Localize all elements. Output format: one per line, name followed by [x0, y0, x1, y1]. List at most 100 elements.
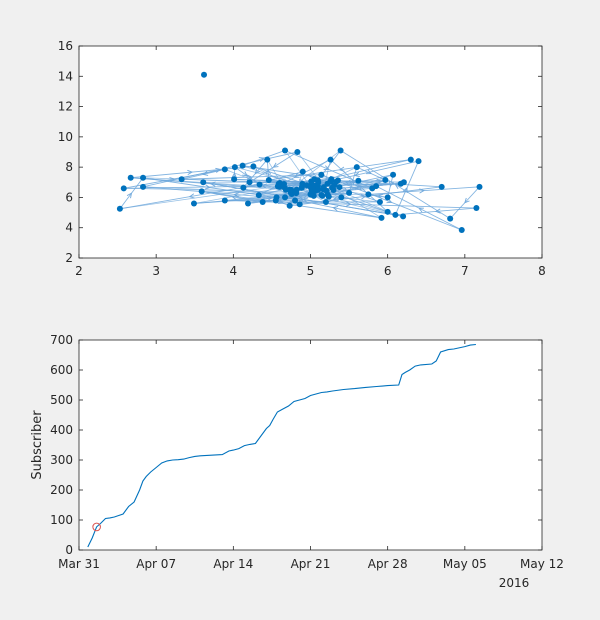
y-tick-label: 100 — [50, 513, 73, 527]
arrow-segment — [268, 179, 303, 183]
scatter-point — [299, 168, 306, 175]
x-tick-label: 6 — [384, 264, 392, 278]
scatter-point — [392, 211, 399, 218]
scatter-point — [355, 177, 362, 184]
scatter-point — [140, 183, 147, 190]
scatter-point — [127, 174, 134, 181]
scatter-points — [116, 71, 483, 233]
arrow-segment — [290, 150, 341, 190]
scatter-point — [256, 181, 263, 188]
scatter-point — [447, 215, 454, 222]
arrow-segment — [193, 185, 292, 204]
scatter-point — [307, 191, 314, 198]
scatter-point — [286, 202, 293, 209]
scatter-point — [458, 226, 465, 233]
arrow-segment — [130, 177, 304, 190]
arrow-head — [366, 169, 373, 175]
arrow-segment — [284, 180, 359, 187]
scatter-point — [276, 183, 283, 190]
scatter-point — [250, 163, 257, 170]
scatter-point — [231, 164, 238, 171]
scatter-point — [264, 156, 271, 163]
scatter-point — [337, 147, 344, 154]
y-tick-label: 400 — [50, 423, 73, 437]
scatter-point — [292, 197, 299, 204]
scatter-point — [221, 197, 228, 204]
arrow-head — [338, 166, 345, 172]
scatter-point — [273, 194, 280, 201]
scatter-point — [473, 205, 480, 212]
scatter-point — [327, 156, 334, 163]
scatter-point — [407, 156, 414, 163]
scatter-point — [259, 198, 266, 205]
y-tick-label: 14 — [58, 69, 73, 83]
y-tick-label: 10 — [58, 130, 73, 144]
scatter-point — [240, 184, 247, 191]
x-tick-label: 4 — [230, 264, 238, 278]
scatter-point — [231, 176, 238, 183]
scatter-point — [303, 182, 310, 189]
scatter-point — [438, 183, 445, 190]
arrow-head — [464, 197, 470, 204]
x-year-label: 2016 — [499, 576, 530, 590]
scatter-plot-area — [79, 46, 542, 258]
scatter-point — [318, 191, 325, 198]
y-tick-label: 6 — [65, 190, 73, 204]
subscriber-line — [87, 343, 476, 548]
scatter-point — [323, 187, 330, 194]
scatter-point — [373, 183, 380, 190]
scatter-point — [336, 184, 343, 191]
scatter-point — [384, 194, 391, 201]
x-tick-label: Apr 14 — [213, 557, 253, 571]
scatter-point — [190, 200, 197, 207]
line-chart: Mar 31 Apr 07 Apr 14 Apr 21 Apr 28 May 05 May … — [30, 333, 564, 590]
scatter-point — [282, 194, 289, 201]
scatter-point — [346, 189, 353, 196]
line-ticks: Mar 31 Apr 07 Apr 14 Apr 21 Apr 28 May 05 May … — [50, 333, 564, 571]
arrow-head — [360, 194, 367, 200]
arrow-segment — [201, 190, 294, 196]
scatter-point — [415, 158, 422, 165]
arrow-head — [126, 192, 133, 199]
scatter-point — [265, 177, 272, 184]
scatter-point — [382, 177, 389, 184]
scatter-point — [239, 162, 246, 169]
scatter-ticks: 2 3 4 5 6 7 8 2 4 6 8 10 12 14 16 — [58, 39, 546, 278]
scatter-point — [322, 198, 329, 205]
scatter-point — [221, 166, 228, 173]
scatter-point — [400, 213, 407, 220]
scatter-point — [318, 171, 325, 178]
y-tick-label: 12 — [58, 100, 73, 114]
arrow-segment — [258, 193, 291, 196]
scatter-point — [116, 205, 123, 212]
x-tick-label: Apr 28 — [368, 557, 408, 571]
y-tick-label: 16 — [58, 39, 73, 53]
scatter-point — [390, 171, 397, 178]
scatter-point — [140, 174, 147, 181]
scatter-point — [294, 149, 301, 155]
arrow-head — [419, 188, 425, 194]
arrow-head — [258, 157, 265, 162]
y-tick-label: 0 — [65, 543, 73, 557]
arrow-head — [272, 162, 279, 168]
scatter-point — [201, 71, 208, 78]
scatter-point — [246, 179, 253, 186]
arrow-head — [293, 173, 300, 178]
line-plot-area — [79, 340, 542, 550]
y-tick-label: 8 — [65, 160, 73, 174]
y-tick-label: 300 — [50, 453, 73, 467]
y-tick-label: 600 — [50, 363, 73, 377]
x-tick-label: 5 — [307, 264, 315, 278]
arrow-head — [434, 208, 441, 214]
scatter-point — [378, 214, 385, 221]
scatter-point — [331, 182, 338, 189]
arrow-head — [353, 172, 360, 178]
arrow-head — [242, 171, 249, 177]
scatter-point — [120, 185, 127, 192]
arrow-head — [417, 207, 424, 213]
y-axis-label: Subscriber — [30, 410, 45, 480]
arrow-head — [187, 169, 194, 176]
arrow-head — [204, 184, 211, 190]
scatter-point — [255, 192, 262, 199]
scatter-point — [311, 176, 318, 183]
